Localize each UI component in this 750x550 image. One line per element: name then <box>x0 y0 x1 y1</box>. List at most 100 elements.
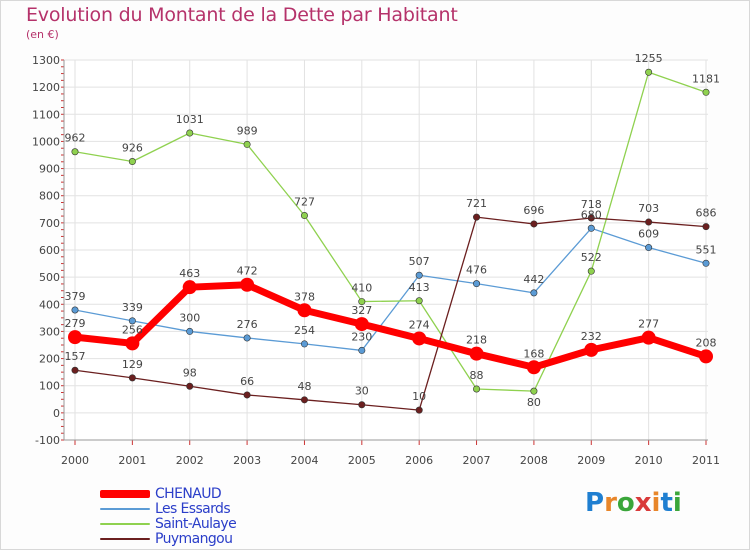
x-tick-label: 2008 <box>520 454 548 467</box>
data-label-puymangou: 66 <box>240 375 254 388</box>
data-label-chenaud: 463 <box>179 267 200 280</box>
legend-item: Les Essards <box>100 500 236 517</box>
logo-letter: x <box>634 488 652 518</box>
data-label-puymangou: 718 <box>581 198 602 211</box>
y-tick-label: 800 <box>39 190 60 203</box>
data-point-puymangou <box>300 396 308 404</box>
data-point-les-essards <box>473 280 481 288</box>
data-point-saint-aulaye <box>128 158 136 166</box>
data-point-saint-aulaye <box>473 385 481 393</box>
data-point-puymangou <box>243 391 251 399</box>
data-point-les-essards <box>300 340 308 348</box>
data-point-puymangou <box>530 220 538 228</box>
data-label-puymangou: 10 <box>412 390 426 403</box>
data-point-saint-aulaye <box>358 298 366 306</box>
logo-letter: o <box>616 488 635 518</box>
series-line-saint-aulaye <box>74 71 707 392</box>
legend-swatch <box>100 522 150 525</box>
chart-subtitle: (en €) <box>26 28 59 41</box>
data-point-chenaud <box>699 349 713 364</box>
proxiti-logo: Proxiti <box>585 488 682 518</box>
data-point-les-essards <box>71 306 79 314</box>
data-label-chenaud: 232 <box>581 330 602 343</box>
data-label-les-essards: 680 <box>581 208 602 221</box>
data-point-puymangou <box>473 213 481 221</box>
data-point-les-essards <box>358 346 366 354</box>
data-label-saint-aulaye: 522 <box>581 251 602 264</box>
data-point-saint-aulaye <box>300 212 308 220</box>
x-tick-label: 2007 <box>463 454 491 467</box>
data-point-les-essards <box>702 259 710 267</box>
data-point-puymangou <box>587 214 595 222</box>
x-tick-label: 2010 <box>635 454 663 467</box>
data-label-puymangou: 30 <box>355 385 369 398</box>
data-label-les-essards: 230 <box>351 330 372 343</box>
data-label-puymangou: 157 <box>65 350 86 363</box>
legend-item: Puymangou <box>100 530 236 547</box>
y-tick-label: 1000 <box>32 135 60 148</box>
legend-label: Puymangou <box>155 530 233 547</box>
legend-item: Saint-Aulaye <box>100 516 237 532</box>
data-point-chenaud <box>584 342 599 357</box>
data-point-chenaud <box>68 330 82 345</box>
data-label-les-essards: 551 <box>696 243 717 256</box>
data-label-puymangou: 703 <box>638 202 659 215</box>
data-point-saint-aulaye <box>587 267 595 275</box>
data-label-les-essards: 300 <box>179 311 200 324</box>
logo-letter: P <box>585 488 605 518</box>
data-point-les-essards <box>243 334 251 342</box>
x-tick-label: 2004 <box>290 454 318 467</box>
legend-swatch <box>100 489 150 498</box>
logo-letter: i <box>672 488 682 518</box>
legend-swatch <box>100 507 150 510</box>
data-point-chenaud <box>240 277 255 292</box>
data-label-les-essards: 379 <box>65 290 86 303</box>
data-label-chenaud: 279 <box>65 317 86 330</box>
y-tick-label: -100 <box>35 434 60 447</box>
data-label-saint-aulaye: 80 <box>527 396 541 409</box>
x-tick-label: 2011 <box>692 454 720 467</box>
data-label-puymangou: 686 <box>696 207 717 220</box>
data-point-chenaud <box>641 330 656 345</box>
data-label-les-essards: 507 <box>409 255 430 268</box>
x-tick-label: 2000 <box>61 454 89 467</box>
legend-label: CHENAUD <box>155 485 222 502</box>
data-label-chenaud: 378 <box>294 290 315 303</box>
data-label-saint-aulaye: 1181 <box>692 72 720 85</box>
data-label-chenaud: 168 <box>523 347 544 360</box>
data-label-saint-aulaye: 1255 <box>635 52 663 65</box>
data-label-les-essards: 609 <box>638 228 659 241</box>
data-point-les-essards <box>587 224 595 232</box>
data-point-saint-aulaye <box>243 140 251 148</box>
data-label-saint-aulaye: 962 <box>65 132 86 145</box>
legend-item: CHENAUD <box>100 485 236 502</box>
logo-letter: i <box>651 488 661 518</box>
data-label-chenaud: 274 <box>409 318 430 331</box>
data-label-les-essards: 276 <box>237 318 258 331</box>
data-point-saint-aulaye <box>702 88 710 96</box>
data-label-chenaud: 256 <box>122 323 143 336</box>
y-tick-label: 900 <box>39 163 60 176</box>
data-point-puymangou <box>71 366 79 374</box>
data-label-chenaud: 277 <box>638 318 659 331</box>
y-tick-label: 1100 <box>32 108 60 121</box>
x-tick-label: 2002 <box>176 454 204 467</box>
legend: CHENAUD Les Essards Saint-Aulaye Puymangou <box>100 485 237 547</box>
data-point-les-essards <box>415 271 423 279</box>
y-tick-label: 700 <box>39 217 60 230</box>
data-label-chenaud: 327 <box>351 304 372 317</box>
y-tick-label: 600 <box>39 244 60 257</box>
data-label-puymangou: 721 <box>466 197 487 210</box>
data-label-saint-aulaye: 413 <box>409 281 430 294</box>
y-tick-label: 300 <box>39 325 60 338</box>
line-chart: -100 0 100 200 300 400 500 600 700 800 900 1000 1100… <box>32 52 720 467</box>
data-point-chenaud <box>125 336 140 351</box>
legend-label: Les Essards <box>155 500 231 517</box>
data-label-puymangou: 98 <box>183 366 197 379</box>
data-label-chenaud: 472 <box>237 265 258 278</box>
data-label-les-essards: 476 <box>466 264 487 277</box>
x-tick-label: 2006 <box>405 454 433 467</box>
y-tick-label: 0 <box>53 407 60 420</box>
data-point-les-essards <box>128 317 136 325</box>
data-point-saint-aulaye <box>415 297 423 305</box>
